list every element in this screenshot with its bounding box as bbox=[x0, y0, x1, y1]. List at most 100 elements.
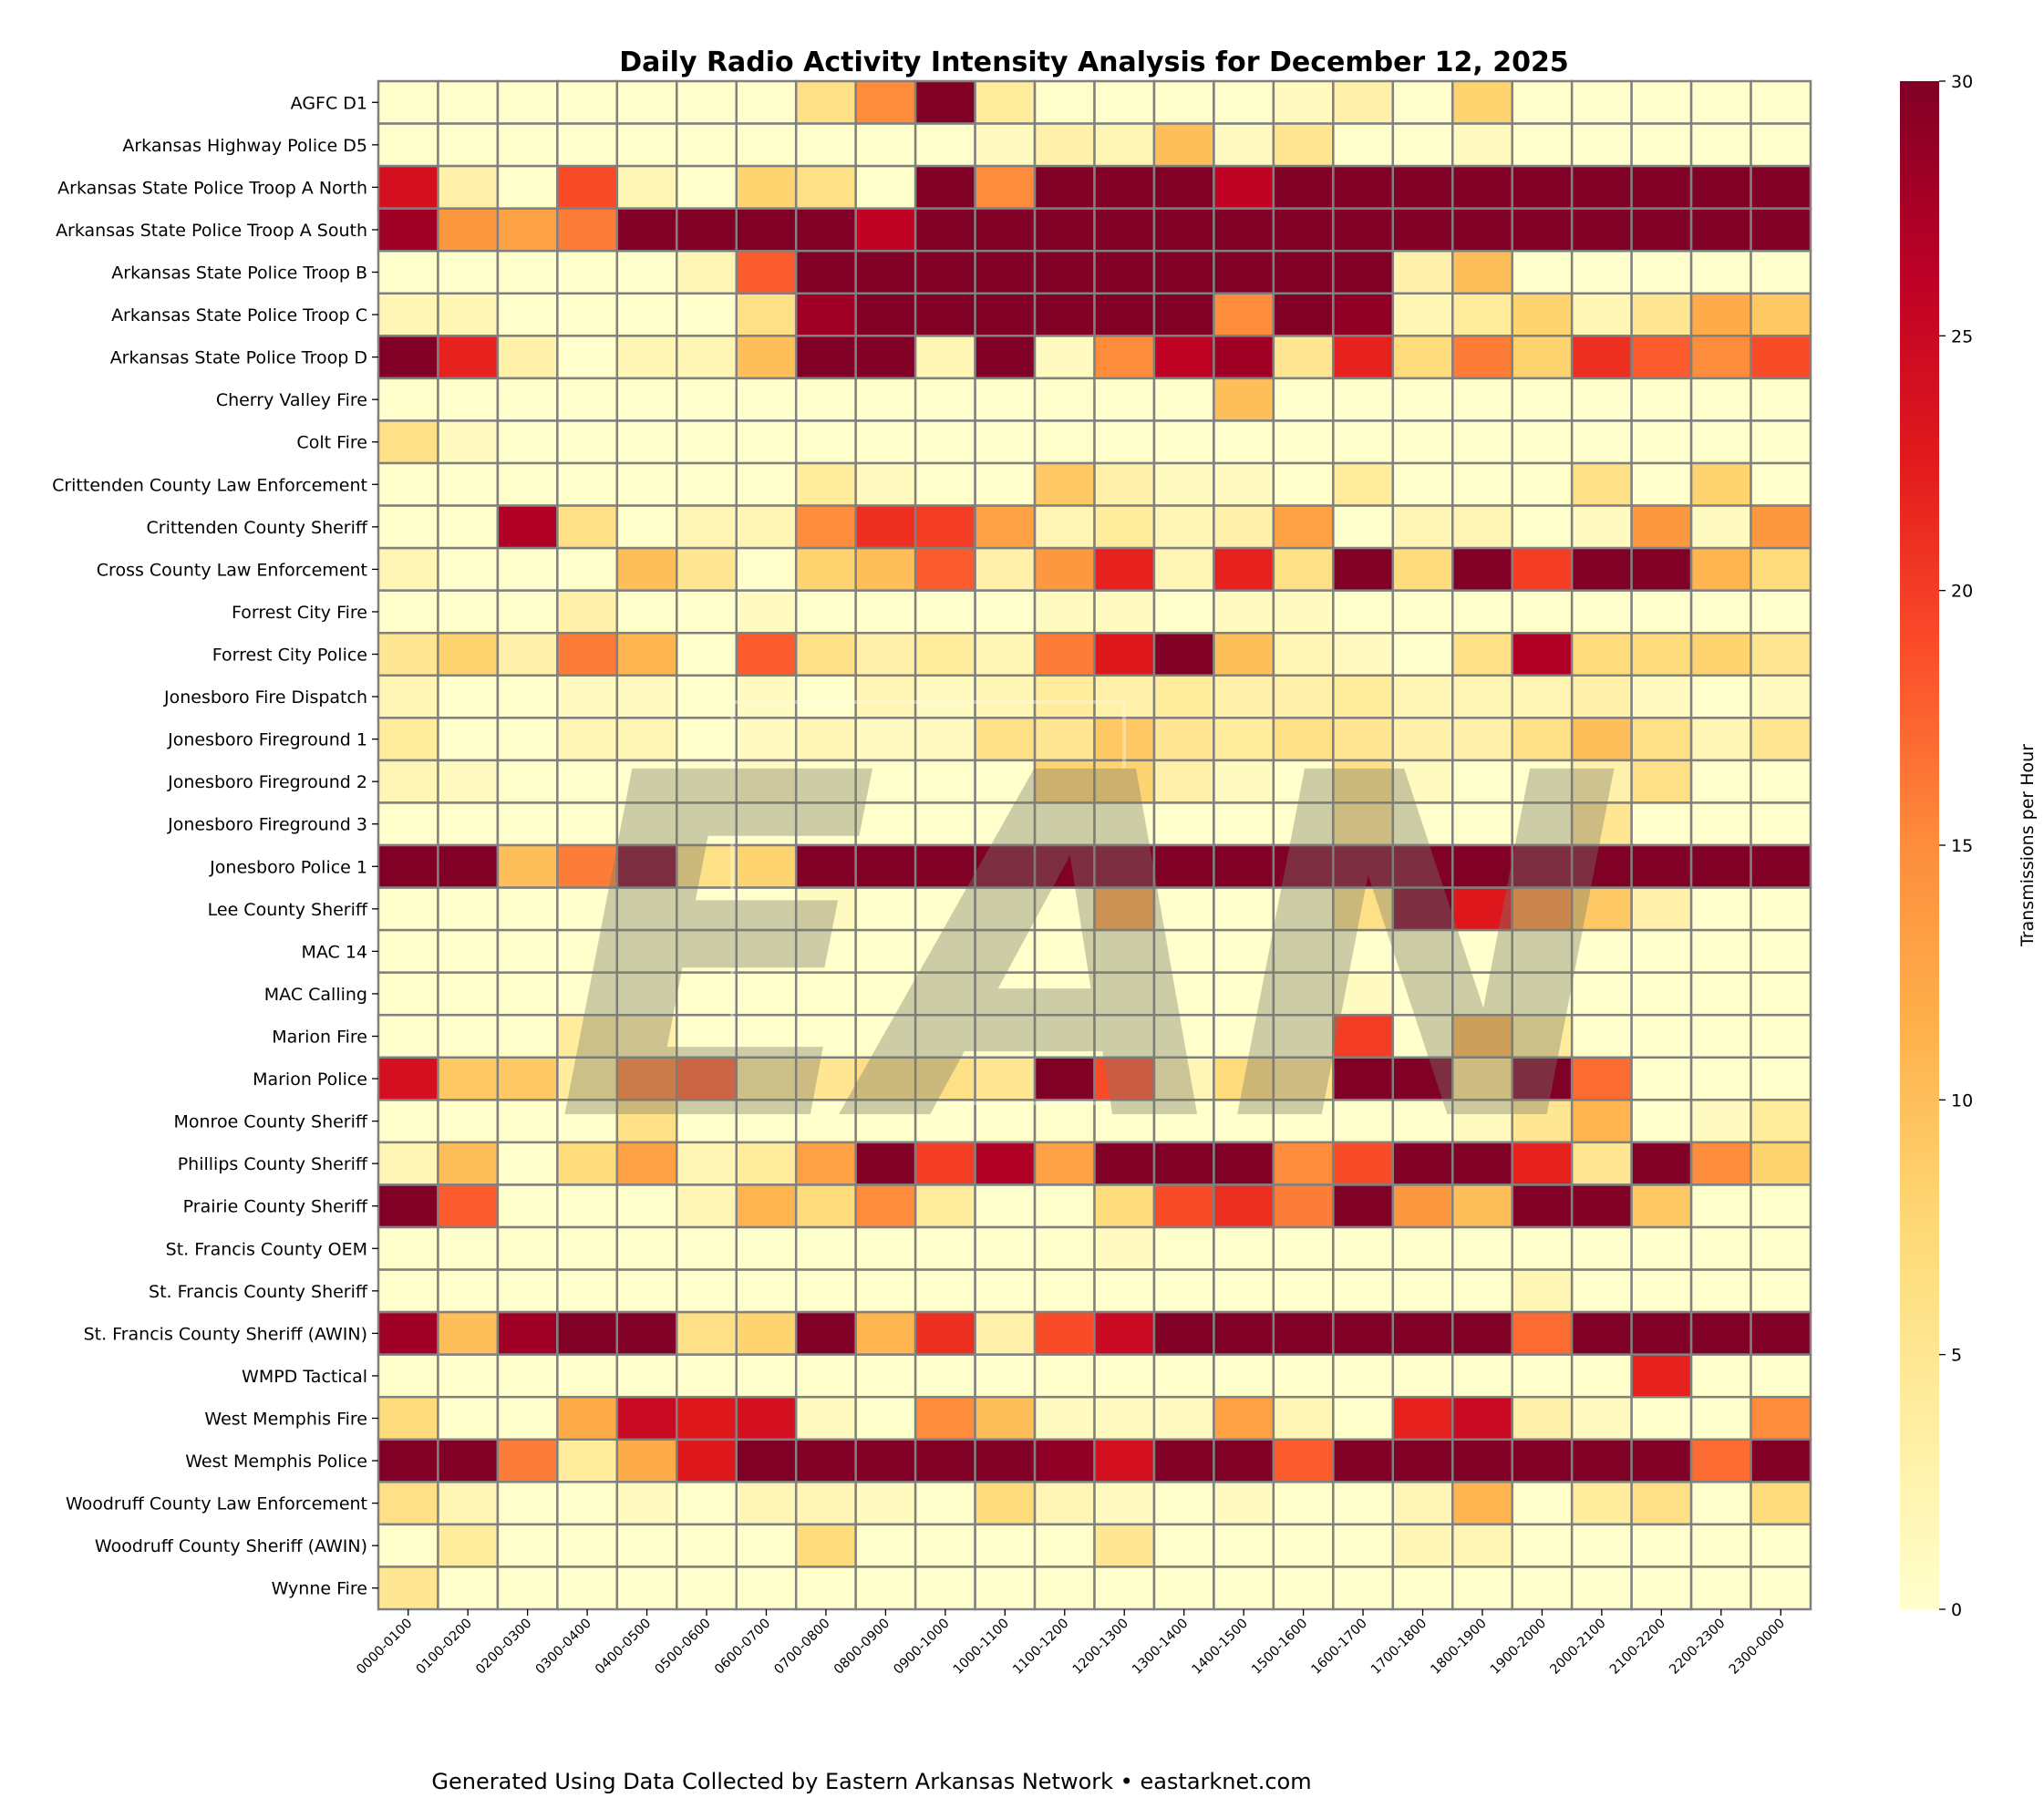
heatmap-cell bbox=[1570, 1438, 1633, 1483]
heatmap-cell bbox=[1570, 631, 1633, 677]
heatmap-cell bbox=[1033, 546, 1096, 592]
heatmap-cell bbox=[794, 589, 857, 635]
heatmap-cell bbox=[794, 759, 857, 804]
heatmap-cell bbox=[615, 1353, 678, 1399]
heatmap-cell bbox=[437, 377, 500, 422]
heatmap-cell bbox=[1511, 419, 1574, 465]
heatmap-cell bbox=[1033, 249, 1096, 295]
heatmap-cell bbox=[854, 1353, 917, 1399]
heatmap-cell bbox=[556, 1395, 619, 1442]
heatmap-cell bbox=[974, 292, 1037, 337]
heatmap-cell bbox=[556, 1268, 619, 1314]
row-label: Cherry Valley Fire bbox=[216, 390, 367, 410]
heatmap-cell bbox=[735, 1481, 798, 1526]
heatmap-cell bbox=[377, 1523, 439, 1568]
heatmap-cell bbox=[1033, 79, 1096, 125]
heatmap-cell bbox=[377, 546, 439, 592]
heatmap-cell bbox=[1033, 631, 1096, 677]
heatmap-cell bbox=[377, 377, 439, 422]
heatmap-cell bbox=[1630, 843, 1693, 889]
heatmap-cell bbox=[1511, 122, 1574, 168]
heatmap-cell bbox=[974, 1225, 1037, 1271]
column-label: 0700-0800 bbox=[772, 1617, 833, 1678]
heatmap-cell bbox=[1213, 1225, 1275, 1271]
heatmap-cell bbox=[676, 1268, 738, 1314]
heatmap-cell bbox=[1033, 928, 1096, 974]
row-label: Arkansas State Police Troop A South bbox=[56, 221, 367, 241]
heatmap-cell bbox=[1033, 1268, 1096, 1314]
heatmap-cell bbox=[1332, 631, 1395, 677]
heatmap-cell bbox=[1630, 1523, 1693, 1568]
heatmap-cell bbox=[1033, 504, 1096, 550]
heatmap-cell bbox=[735, 1141, 798, 1186]
heatmap-cell bbox=[1033, 1395, 1096, 1442]
heatmap-cell bbox=[377, 1566, 439, 1611]
heatmap-cell bbox=[1093, 1268, 1156, 1314]
row-label: AGFC D1 bbox=[291, 93, 367, 113]
heatmap-cell bbox=[1391, 674, 1454, 719]
heatmap-cell bbox=[437, 461, 500, 507]
heatmap-cell bbox=[1213, 504, 1275, 550]
heatmap-cell bbox=[556, 589, 619, 635]
heatmap-cell bbox=[854, 335, 917, 380]
heatmap-cell bbox=[794, 674, 857, 719]
heatmap-cell bbox=[676, 1225, 738, 1271]
heatmap-cell bbox=[1570, 419, 1633, 465]
heatmap-cell bbox=[1332, 461, 1395, 507]
heatmap-cell bbox=[556, 504, 619, 550]
heatmap-cell bbox=[1689, 419, 1752, 465]
heatmap-cell bbox=[1750, 886, 1812, 932]
heatmap-cell bbox=[974, 377, 1037, 422]
heatmap-cell bbox=[735, 419, 798, 465]
heatmap-cell bbox=[1213, 546, 1275, 592]
heatmap-cell bbox=[1511, 801, 1574, 847]
heatmap-cell bbox=[676, 928, 738, 974]
heatmap-cell bbox=[1152, 461, 1215, 507]
heatmap-cell bbox=[437, 1395, 500, 1442]
heatmap-cell bbox=[1750, 1566, 1812, 1611]
heatmap-cell bbox=[1451, 122, 1513, 168]
heatmap-cell bbox=[1272, 1395, 1335, 1442]
heatmap-cell bbox=[1213, 249, 1275, 295]
heatmap-cell bbox=[377, 886, 439, 932]
heatmap-cell bbox=[1511, 631, 1574, 677]
row-label: Jonesboro Fireground 1 bbox=[167, 730, 367, 750]
heatmap-cell bbox=[1391, 122, 1454, 168]
heatmap-cell bbox=[1451, 377, 1513, 422]
heatmap-cell bbox=[377, 1438, 439, 1483]
heatmap-cell bbox=[1152, 1481, 1215, 1526]
row-label: Crittenden County Law Enforcement bbox=[52, 475, 367, 495]
heatmap-cell bbox=[794, 631, 857, 677]
heatmap-cell bbox=[377, 801, 439, 847]
heatmap-cell bbox=[1570, 164, 1633, 210]
heatmap-cell bbox=[1332, 1141, 1395, 1186]
heatmap-cell bbox=[1750, 759, 1812, 804]
heatmap-cell bbox=[854, 674, 917, 719]
heatmap-cell bbox=[1630, 249, 1693, 295]
heatmap-cell bbox=[615, 546, 678, 592]
heatmap-cell bbox=[1689, 79, 1752, 125]
row-label: Jonesboro Fireground 2 bbox=[167, 772, 367, 792]
heatmap-cell bbox=[556, 461, 619, 507]
heatmap-cell bbox=[556, 1013, 619, 1059]
heatmap-cell bbox=[1750, 79, 1812, 125]
heatmap-cell bbox=[377, 631, 439, 677]
heatmap-cell bbox=[615, 1310, 678, 1356]
heatmap-cell bbox=[437, 419, 500, 465]
heatmap-cell bbox=[1630, 1225, 1693, 1271]
heatmap-cell bbox=[377, 1183, 439, 1229]
heatmap-cell bbox=[1093, 1353, 1156, 1399]
heatmap-cell bbox=[1152, 1225, 1215, 1271]
heatmap-cell bbox=[1689, 1183, 1752, 1229]
heatmap-cell bbox=[914, 1481, 976, 1526]
heatmap-cell bbox=[974, 1353, 1037, 1399]
heatmap-cell bbox=[1689, 631, 1752, 677]
row-label: Arkansas State Police Troop B bbox=[111, 264, 367, 284]
heatmap-cell bbox=[556, 1523, 619, 1568]
heatmap-cell bbox=[1570, 717, 1633, 762]
heatmap-cell bbox=[1093, 122, 1156, 168]
heatmap-cell bbox=[496, 1438, 559, 1483]
heatmap-cell bbox=[1033, 1353, 1096, 1399]
row-label: Jonesboro Fireground 3 bbox=[167, 815, 367, 835]
heatmap-cell bbox=[914, 207, 976, 253]
